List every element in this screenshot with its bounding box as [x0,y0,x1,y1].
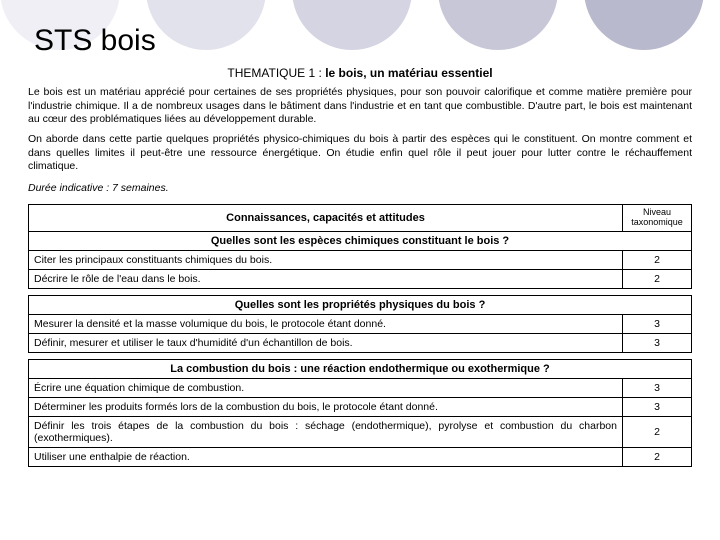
taxonomic-level: 2 [623,416,692,447]
taxonomic-level: 2 [623,269,692,288]
table-header-row: Connaissances, capacités et attitudes Ni… [29,204,692,231]
intro-paragraph-1: Le bois est un matériau apprécié pour ce… [28,86,692,127]
table-row: Définir, mesurer et utiliser le taux d'h… [29,333,692,352]
table-row: Citer les principaux constituants chimiq… [29,250,692,269]
competence-text: Utiliser une enthalpie de réaction. [29,447,623,466]
thematique-heading: THEMATIQUE 1 : le bois, un matériau esse… [28,66,692,80]
spacer-row [29,352,692,359]
taxonomic-level: 3 [623,397,692,416]
header-niveau: Niveau taxonomique [623,204,692,231]
table-row: Utiliser une enthalpie de réaction.2 [29,447,692,466]
competence-text: Écrire une équation chimique de combusti… [29,378,623,397]
duration-line: Durée indicative : 7 semaines. [28,182,692,194]
intro-paragraph-2: On aborde dans cette partie quelques pro… [28,133,692,174]
header-connaissances: Connaissances, capacités et attitudes [29,204,623,231]
section-heading: La combustion du bois : une réaction end… [29,359,692,378]
competence-text: Déterminer les produits formés lors de l… [29,397,623,416]
competence-text: Citer les principaux constituants chimiq… [29,250,623,269]
curriculum-table: Connaissances, capacités et attitudes Ni… [28,204,692,467]
competence-text: Définir, mesurer et utiliser le taux d'h… [29,333,623,352]
taxonomic-level: 2 [623,250,692,269]
table-row: Décrire le rôle de l'eau dans le bois.2 [29,269,692,288]
taxonomic-level: 3 [623,314,692,333]
taxonomic-level: 3 [623,378,692,397]
taxonomic-level: 3 [623,333,692,352]
thematique-prefix: THEMATIQUE 1 : [227,66,325,80]
taxonomic-level: 2 [623,447,692,466]
table-row: Écrire une équation chimique de combusti… [29,378,692,397]
page-title: STS bois [34,24,692,58]
section-heading: Quelles sont les propriétés physiques du… [29,295,692,314]
thematique-subject: le bois, un matériau essentiel [325,66,492,80]
table-row: Définir les trois étapes de la combustio… [29,416,692,447]
section-heading-row: Quelles sont les propriétés physiques du… [29,295,692,314]
competence-text: Définir les trois étapes de la combustio… [29,416,623,447]
competence-text: Décrire le rôle de l'eau dans le bois. [29,269,623,288]
table-row: Déterminer les produits formés lors de l… [29,397,692,416]
table-row: Mesurer la densité et la masse volumique… [29,314,692,333]
section-heading-row: Quelles sont les espèces chimiques const… [29,231,692,250]
document-page: STS bois THEMATIQUE 1 : le bois, un maté… [0,0,720,477]
section-heading-row: La combustion du bois : une réaction end… [29,359,692,378]
section-heading: Quelles sont les espèces chimiques const… [29,231,692,250]
spacer-row [29,288,692,295]
competence-text: Mesurer la densité et la masse volumique… [29,314,623,333]
